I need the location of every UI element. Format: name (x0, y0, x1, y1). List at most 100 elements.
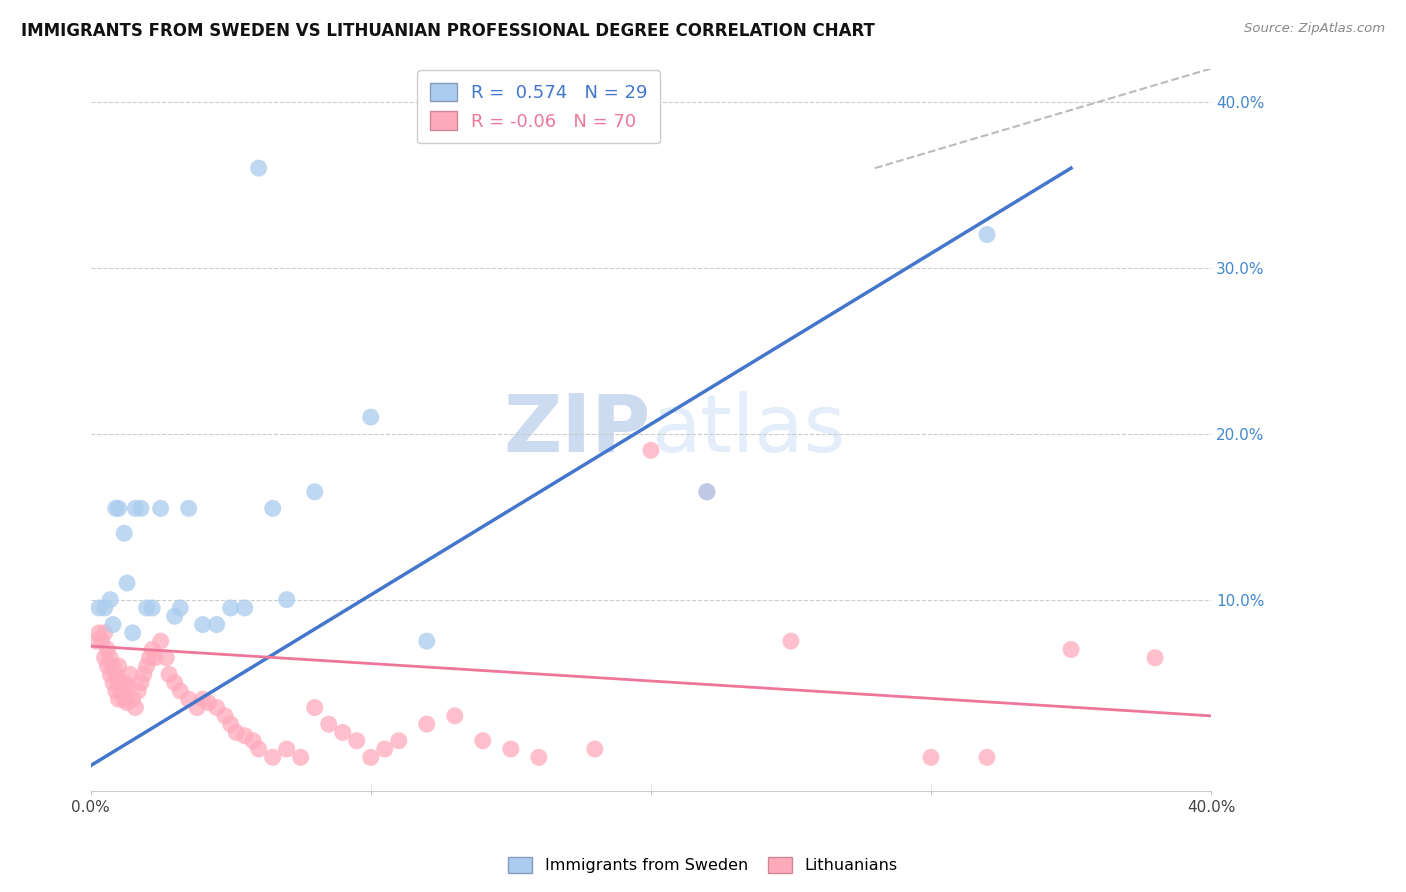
Point (360, 410, 382, 425)
Point (141, 642, 163, 657)
Point (124, 700, 146, 714)
Text: IMMIGRANTS FROM SWEDEN VS LITHUANIAN PROFESSIONAL DEGREE CORRELATION CHART: IMMIGRANTS FROM SWEDEN VS LITHUANIAN PRO… (21, 22, 875, 40)
Point (107, 659, 129, 673)
Point (976, 750, 998, 764)
Point (132, 667, 155, 681)
Point (93, 625, 115, 640)
Point (527, 750, 550, 764)
Point (101, 617, 124, 632)
Point (318, 717, 340, 731)
Point (149, 501, 172, 516)
Point (976, 227, 998, 242)
Point (93, 601, 115, 615)
Point (696, 484, 718, 499)
Point (141, 601, 163, 615)
Point (121, 692, 143, 706)
Point (233, 729, 256, 743)
Point (191, 692, 214, 706)
Point (276, 592, 298, 607)
Point (219, 717, 242, 731)
Point (233, 601, 256, 615)
Point (416, 634, 439, 648)
Point (107, 675, 129, 690)
Point (696, 484, 718, 499)
Point (110, 684, 132, 698)
Point (177, 692, 200, 706)
Point (1144, 650, 1167, 665)
Point (118, 667, 141, 681)
Point (205, 700, 228, 714)
Point (205, 617, 228, 632)
Point (219, 601, 242, 615)
Point (247, 161, 270, 175)
Point (115, 576, 138, 591)
Point (920, 750, 942, 764)
Point (143, 650, 166, 665)
Point (84, 634, 107, 648)
Point (149, 634, 172, 648)
Point (98, 592, 121, 607)
Point (471, 733, 494, 747)
Point (640, 443, 662, 458)
Point (304, 484, 326, 499)
Point (129, 501, 152, 516)
Point (96, 642, 118, 657)
Point (104, 667, 127, 681)
Point (177, 501, 200, 516)
Point (115, 696, 138, 710)
Point (443, 709, 465, 723)
Point (87, 601, 110, 615)
Point (169, 601, 191, 615)
Point (107, 692, 129, 706)
Point (186, 700, 208, 714)
Point (169, 684, 191, 698)
Point (96, 659, 118, 673)
Point (416, 717, 439, 731)
Point (1060, 642, 1083, 657)
Point (780, 634, 803, 648)
Point (90, 634, 112, 648)
Point (101, 675, 124, 690)
Point (346, 733, 368, 747)
Point (191, 617, 214, 632)
Point (499, 742, 522, 756)
Point (138, 650, 160, 665)
Point (124, 501, 146, 516)
Point (121, 625, 143, 640)
Point (304, 700, 326, 714)
Point (583, 742, 606, 756)
Point (135, 601, 157, 615)
Point (197, 696, 219, 710)
Point (101, 659, 124, 673)
Point (127, 684, 149, 698)
Point (87, 625, 110, 640)
Point (112, 526, 135, 541)
Point (157, 667, 180, 681)
Point (360, 750, 382, 764)
Point (107, 501, 129, 516)
Point (155, 650, 177, 665)
Text: ZIP: ZIP (503, 391, 651, 468)
Point (225, 725, 247, 739)
Point (129, 675, 152, 690)
Text: atlas: atlas (651, 391, 845, 468)
Point (93, 650, 115, 665)
Point (115, 679, 138, 693)
Point (388, 733, 411, 747)
Point (262, 501, 284, 516)
Point (163, 675, 186, 690)
Point (135, 659, 157, 673)
Legend: R =  0.574   N = 29, R = -0.06   N = 70: R = 0.574 N = 29, R = -0.06 N = 70 (418, 70, 661, 144)
Point (374, 742, 396, 756)
Point (242, 733, 264, 747)
Point (98, 650, 121, 665)
Point (332, 725, 354, 739)
Point (276, 742, 298, 756)
Point (104, 684, 127, 698)
Point (163, 609, 186, 624)
Point (262, 750, 284, 764)
Point (112, 675, 135, 690)
Point (214, 709, 236, 723)
Point (247, 742, 270, 756)
Point (104, 501, 127, 516)
